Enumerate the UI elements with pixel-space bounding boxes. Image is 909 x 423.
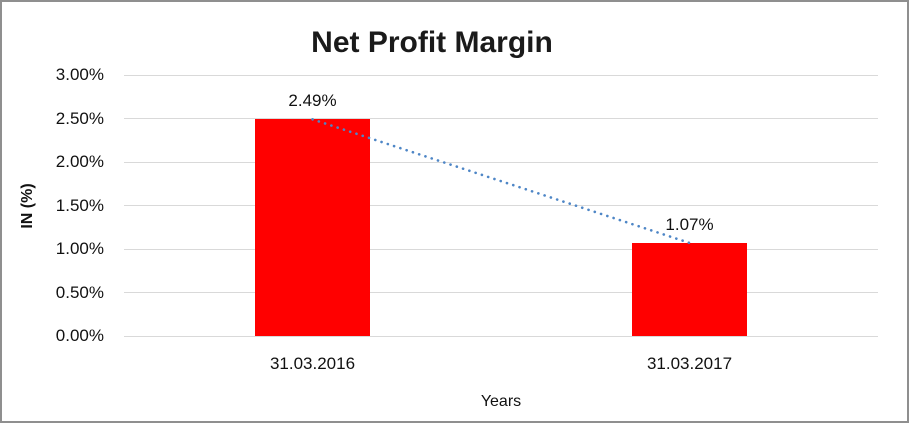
- bar-31.03.2016: [255, 119, 370, 336]
- chart-title: Net Profit Margin: [311, 26, 553, 59]
- gridline: [124, 118, 878, 119]
- plot-area: 2.49% 1.07%: [124, 74, 878, 337]
- gridline: [124, 248, 878, 250]
- gridline: [124, 292, 878, 293]
- gridline: [124, 335, 878, 337]
- x-axis-title: Years: [480, 393, 522, 410]
- y-tick-label: 0.50%: [55, 282, 104, 302]
- y-tick-label: 3.00%: [55, 65, 104, 84]
- x-tick-label: 31.03.2017: [646, 354, 733, 373]
- y-tick-label: 2.00%: [55, 152, 104, 171]
- y-tick-label: 1.50%: [55, 195, 104, 215]
- gridline: [124, 161, 878, 163]
- gridline: [124, 74, 878, 76]
- gridline: [124, 205, 878, 206]
- trendline-layer: [311, 118, 691, 245]
- bar-data-label: 1.07%: [665, 214, 714, 234]
- y-tick-label: 0.00%: [55, 326, 104, 345]
- trendline: [311, 118, 691, 245]
- y-tick-label: 2.50%: [55, 108, 104, 128]
- bar-data-label: 2.49%: [288, 91, 337, 111]
- y-tick-label: 1.00%: [55, 239, 104, 258]
- bar-31.03.2017: [632, 242, 747, 336]
- x-tick-label: 31.03.2016: [269, 354, 356, 373]
